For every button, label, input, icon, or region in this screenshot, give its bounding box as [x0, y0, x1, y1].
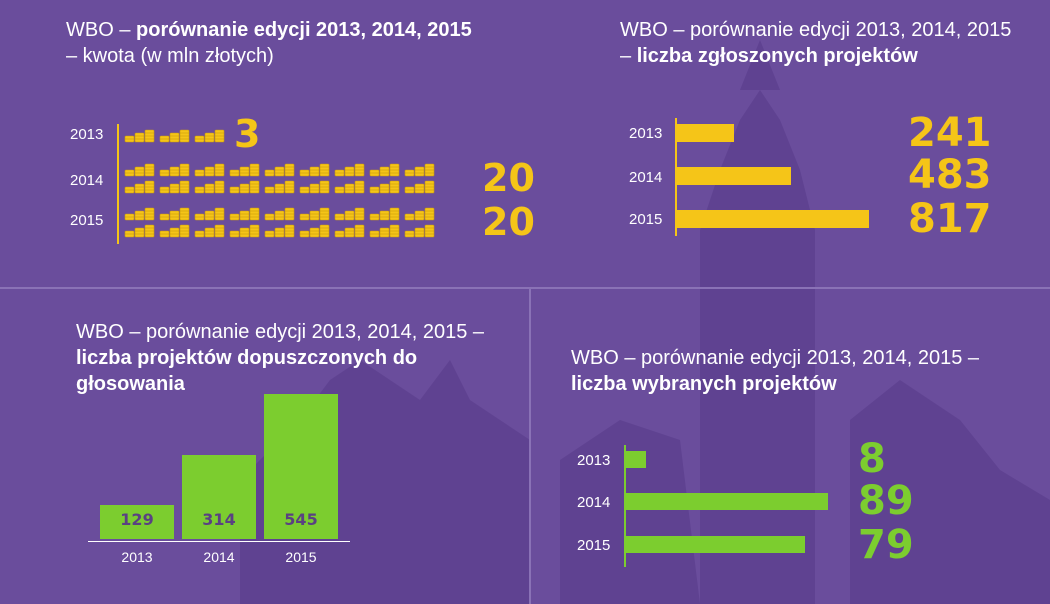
- admitted-value-label: 545: [284, 510, 318, 529]
- coin-stack-icon: [299, 180, 331, 199]
- coin-stack-icon: [369, 163, 401, 182]
- submitted-year-label: 2014: [629, 169, 663, 186]
- coin-stack-icon: [194, 129, 226, 148]
- amount-title-prefix: WBO –: [66, 19, 137, 41]
- coin-stack-icon: [299, 224, 331, 243]
- coin-stack-icon: [404, 180, 436, 199]
- coin-stack-icon: [124, 180, 156, 199]
- coin-stack-icon: [404, 207, 436, 226]
- amount-title-suffix: – kwota (w mln złotych): [66, 45, 274, 67]
- admitted-column: [264, 394, 338, 539]
- coin-stack-icon: [369, 207, 401, 226]
- amount-value-label: 20: [482, 200, 535, 244]
- coin-stack-icon: [159, 224, 191, 243]
- submitted-bar: [677, 124, 734, 142]
- coin-stack-icon: [159, 163, 191, 182]
- coin-stack-icon: [299, 163, 331, 182]
- coin-stack-icon: [194, 163, 226, 182]
- coin-stack-icon: [229, 180, 261, 199]
- coin-stack-icon: [159, 180, 191, 199]
- coin-stack-icon: [334, 207, 366, 226]
- coin-stack-icon: [194, 224, 226, 243]
- coin-stack-icon: [124, 224, 156, 243]
- admitted-value-label: 129: [120, 510, 154, 529]
- selected-bar: [626, 493, 828, 510]
- coin-stack-icon: [194, 180, 226, 199]
- submitted-year-label: 2015: [629, 211, 663, 228]
- amount-year-label: 2015: [70, 212, 104, 229]
- amount-title-bold: porównanie edycji 2013, 2014, 2015: [136, 19, 472, 41]
- selected-bar: [626, 451, 646, 468]
- submitted-value-label: 483: [908, 152, 992, 198]
- amount-value-label: 3: [234, 112, 261, 156]
- coin-stack-icon: [264, 207, 296, 226]
- selected-bar: [626, 536, 805, 553]
- amount-year-label: 2013: [70, 126, 104, 143]
- coin-stack-icon: [229, 207, 261, 226]
- selected-chart-title: WBO – porównanie edycji 2013, 2014, 2015…: [571, 345, 1011, 397]
- horizontal-divider: [0, 287, 1050, 289]
- admitted-year-label: 2015: [285, 549, 317, 565]
- submitted-year-label: 2013: [629, 125, 663, 142]
- amount-value-label: 20: [482, 156, 535, 200]
- coin-stack-icon: [264, 180, 296, 199]
- selected-title-prefix: WBO – porównanie edycji 2013, 2014, 2015…: [571, 347, 980, 369]
- amount-axis-line: [117, 124, 119, 244]
- submitted-bar: [677, 167, 791, 185]
- coin-stack-icon: [334, 180, 366, 199]
- coin-stack-icon: [229, 163, 261, 182]
- coin-stack-icon: [124, 163, 156, 182]
- coin-stack-icon: [194, 207, 226, 226]
- selected-axis-line: [624, 445, 626, 567]
- selected-value-label: 8: [858, 436, 886, 482]
- submitted-axis-line: [675, 118, 677, 236]
- admitted-baseline: [88, 541, 350, 542]
- coin-stack-icon: [334, 224, 366, 243]
- coin-stack-icon: [369, 224, 401, 243]
- submitted-bar: [677, 210, 869, 228]
- admitted-column: [100, 505, 174, 539]
- submitted-value-label: 817: [908, 196, 992, 242]
- coin-stack-icon: [334, 163, 366, 182]
- coin-stack-icon: [264, 224, 296, 243]
- coin-stack-icon: [404, 163, 436, 182]
- coin-stack-icon: [159, 129, 191, 148]
- coin-stack-icon: [229, 224, 261, 243]
- admitted-title-prefix: WBO – porównanie edycji 2013, 2014, 2015…: [76, 321, 485, 343]
- admitted-year-label: 2014: [203, 549, 235, 565]
- submitted-title-bold: liczba zgłoszonych projektów: [636, 45, 918, 67]
- coin-stack-icon: [159, 207, 191, 226]
- admitted-chart-title: WBO – porównanie edycji 2013, 2014, 2015…: [76, 319, 516, 397]
- selected-year-label: 2013: [577, 452, 611, 469]
- vertical-divider: [529, 289, 531, 604]
- coin-stack-icon: [369, 180, 401, 199]
- coin-stack-icon: [124, 207, 156, 226]
- coin-stack-icon: [299, 207, 331, 226]
- selected-year-label: 2014: [577, 494, 611, 511]
- selected-year-label: 2015: [577, 537, 611, 554]
- submitted-title-prefix: WBO – porównanie edycji 2013, 2014, 2015…: [620, 19, 1012, 67]
- admitted-column: [182, 455, 256, 539]
- amount-chart-title: WBO – porównanie edycji 2013, 2014, 2015…: [66, 17, 526, 69]
- admitted-value-label: 314: [202, 510, 236, 529]
- amount-year-label: 2014: [70, 172, 104, 189]
- selected-title-bold: liczba wybranych projektów: [571, 373, 837, 395]
- admitted-year-label: 2013: [121, 549, 153, 565]
- submitted-chart-title: WBO – porównanie edycji 2013, 2014, 2015…: [620, 17, 1020, 69]
- selected-value-label: 79: [858, 522, 914, 568]
- selected-value-label: 89: [858, 478, 914, 524]
- coin-stack-icon: [404, 224, 436, 243]
- admitted-title-bold: liczba projektów dopuszczonych do głosow…: [76, 347, 418, 395]
- coin-stack-icon: [124, 129, 156, 148]
- submitted-value-label: 241: [908, 110, 992, 156]
- coin-stack-icon: [264, 163, 296, 182]
